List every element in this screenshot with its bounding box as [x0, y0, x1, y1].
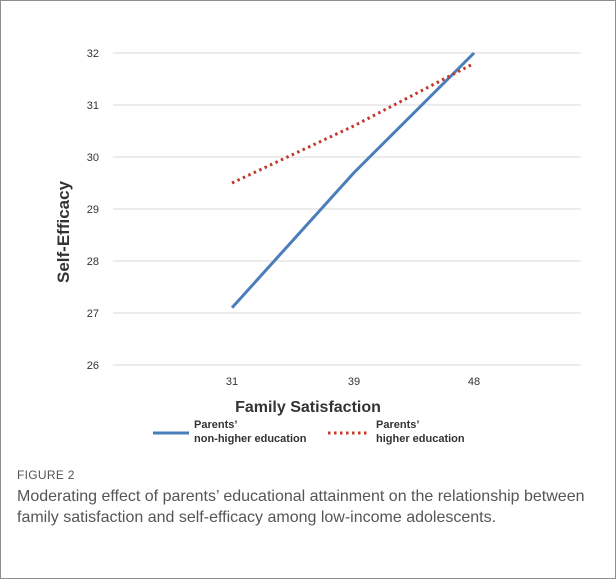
x-tick-label: 31: [226, 376, 238, 388]
y-tick-labels: 26 27 28 29 30 31 32: [87, 48, 99, 372]
x-tick-label: 48: [468, 376, 480, 388]
y-tick-label: 26: [87, 360, 99, 372]
y-tick-label: 28: [87, 256, 99, 268]
gridlines: [113, 52, 581, 366]
legend: Parents’ non-higher education Parents’ high…: [153, 419, 465, 445]
y-tick-label: 27: [87, 308, 99, 320]
legend-label-1: Parents’: [194, 419, 237, 431]
figure-label: FIGURE 2: [17, 468, 75, 482]
series-lines: [230, 51, 476, 309]
y-tick-label: 30: [87, 152, 99, 164]
legend-label-2: higher education: [376, 433, 465, 445]
x-tick-label: 39: [348, 376, 360, 388]
line-chart: 26 27 28 29 30 31 32 31 39 48 Self-Efficacy Fami…: [54, 48, 581, 445]
x-axis-title: Family Satisfaction: [235, 399, 381, 416]
y-axis-title: Self-Efficacy: [54, 180, 73, 283]
x-tick-labels: 31 39 48: [226, 376, 480, 388]
series-line-1: [230, 51, 476, 309]
legend-label-2: Parents’: [376, 419, 419, 431]
y-tick-label: 31: [87, 100, 99, 112]
series-line-2: [231, 62, 475, 185]
y-tick-label: 32: [87, 48, 99, 60]
legend-label-1: non-higher education: [194, 433, 307, 445]
y-tick-label: 29: [87, 204, 99, 216]
figure-caption: Moderating effect of parents’ educationa…: [17, 488, 585, 526]
